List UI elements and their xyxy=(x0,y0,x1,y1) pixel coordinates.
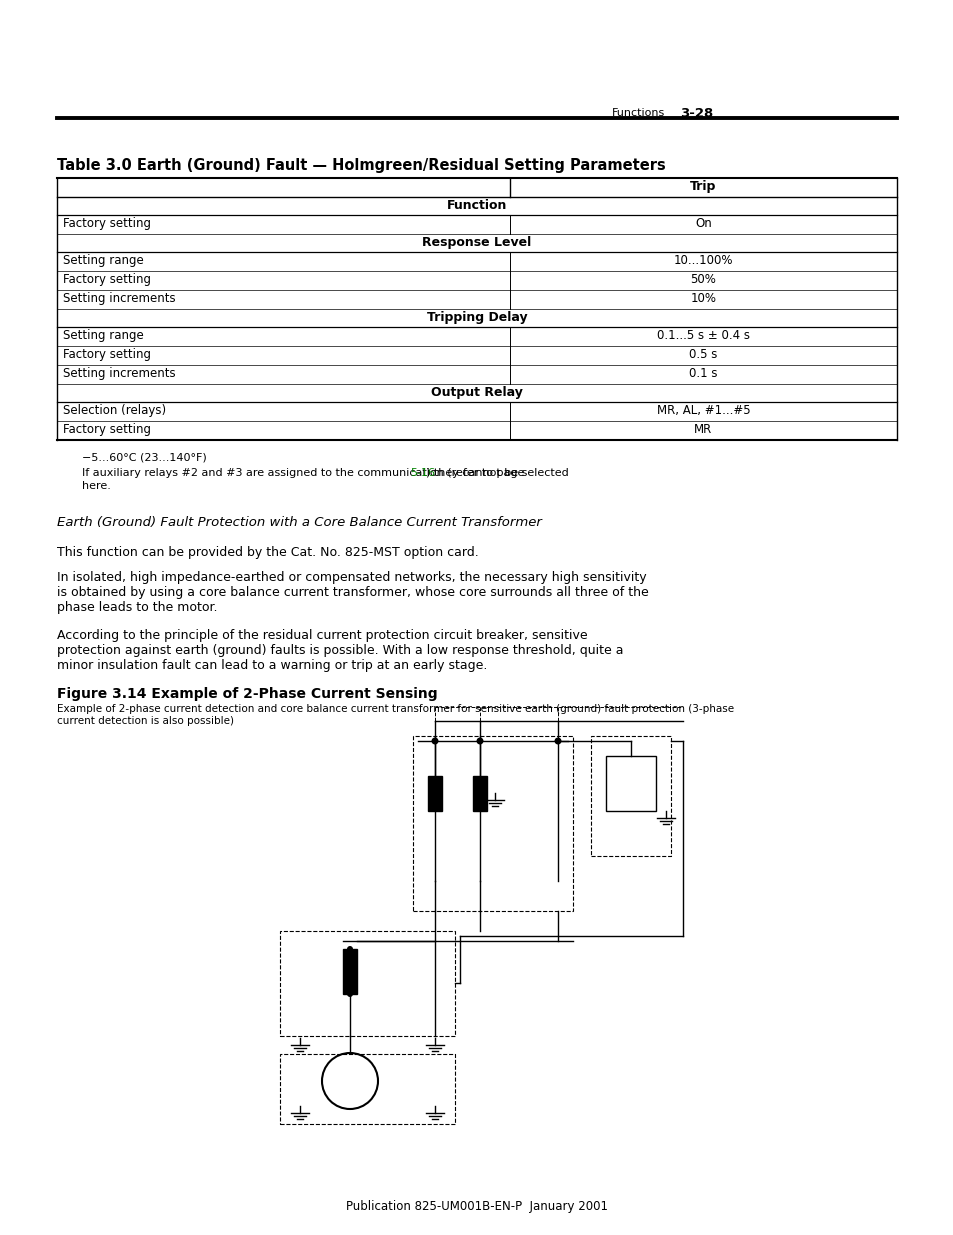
Circle shape xyxy=(431,737,438,745)
Text: Setting range: Setting range xyxy=(63,329,144,342)
Bar xyxy=(473,776,486,811)
Bar xyxy=(280,931,455,1036)
Text: ) they cannot be selected: ) they cannot be selected xyxy=(426,468,569,478)
Text: minor insulation fault can lead to a warning or trip at an early stage.: minor insulation fault can lead to a war… xyxy=(57,659,487,672)
Bar xyxy=(605,756,656,811)
Bar xyxy=(428,776,441,811)
Text: Response Level: Response Level xyxy=(422,236,531,249)
Text: Publication 825-UM001B-EN-P  January 2001: Publication 825-UM001B-EN-P January 2001 xyxy=(346,1200,607,1213)
Text: 5-16: 5-16 xyxy=(410,468,435,478)
Text: Earth (Ground) Fault Protection with a Core Balance Current Transformer: Earth (Ground) Fault Protection with a C… xyxy=(57,516,541,529)
Text: 3-28: 3-28 xyxy=(679,107,713,120)
Text: MR, AL, #1...#5: MR, AL, #1...#5 xyxy=(656,404,749,417)
Circle shape xyxy=(347,990,353,997)
Text: Selection (relays): Selection (relays) xyxy=(63,404,166,417)
Text: Table 3.0 Earth (Ground) Fault — Holmgreen/Residual Setting Parameters: Table 3.0 Earth (Ground) Fault — Holmgre… xyxy=(57,158,665,173)
Text: 0.5 s: 0.5 s xyxy=(689,348,717,361)
Circle shape xyxy=(476,737,483,745)
Bar xyxy=(413,736,573,911)
Text: 0.1...5 s ± 0.4 s: 0.1...5 s ± 0.4 s xyxy=(657,329,749,342)
Text: phase leads to the motor.: phase leads to the motor. xyxy=(57,601,217,614)
Bar xyxy=(590,736,670,856)
Text: Functions: Functions xyxy=(612,107,664,119)
Text: Factory setting: Factory setting xyxy=(63,273,151,287)
Text: current detection is also possible): current detection is also possible) xyxy=(57,716,233,726)
Text: Factory setting: Factory setting xyxy=(63,217,151,230)
Text: 10%: 10% xyxy=(690,291,716,305)
Text: Example of 2-phase current detection and core balance current transformer for se: Example of 2-phase current detection and… xyxy=(57,704,734,714)
Text: Factory setting: Factory setting xyxy=(63,348,151,361)
Text: According to the principle of the residual current protection circuit breaker, s: According to the principle of the residu… xyxy=(57,629,587,642)
Text: 50%: 50% xyxy=(690,273,716,287)
Text: MR: MR xyxy=(694,424,712,436)
Text: −5...60°C (23...140°F): −5...60°C (23...140°F) xyxy=(82,453,207,463)
Text: On: On xyxy=(695,217,711,230)
Text: Setting range: Setting range xyxy=(63,254,144,267)
Text: here.: here. xyxy=(82,480,111,492)
Text: If auxiliary relays #2 and #3 are assigned to the communication (refer to page: If auxiliary relays #2 and #3 are assign… xyxy=(82,468,527,478)
Text: Setting increments: Setting increments xyxy=(63,291,175,305)
Text: Function: Function xyxy=(446,199,507,212)
Text: Setting increments: Setting increments xyxy=(63,367,175,380)
Text: Trip: Trip xyxy=(690,180,716,193)
Text: Figure 3.14 Example of 2-Phase Current Sensing: Figure 3.14 Example of 2-Phase Current S… xyxy=(57,687,437,701)
Text: In isolated, high impedance-earthed or compensated networks, the necessary high : In isolated, high impedance-earthed or c… xyxy=(57,571,646,584)
Text: 10...100%: 10...100% xyxy=(673,254,733,267)
Text: is obtained by using a core balance current transformer, whose core surrounds al: is obtained by using a core balance curr… xyxy=(57,585,648,599)
Circle shape xyxy=(347,946,353,952)
Text: 0.1 s: 0.1 s xyxy=(688,367,717,380)
Bar xyxy=(280,1053,455,1124)
Text: Factory setting: Factory setting xyxy=(63,424,151,436)
Text: protection against earth (ground) faults is possible. With a low response thresh: protection against earth (ground) faults… xyxy=(57,643,623,657)
Text: Tripping Delay: Tripping Delay xyxy=(426,311,527,324)
Text: Output Relay: Output Relay xyxy=(431,387,522,399)
Text: This function can be provided by the Cat. No. 825-MST option card.: This function can be provided by the Cat… xyxy=(57,546,478,559)
Bar xyxy=(343,948,356,994)
Circle shape xyxy=(554,737,561,745)
